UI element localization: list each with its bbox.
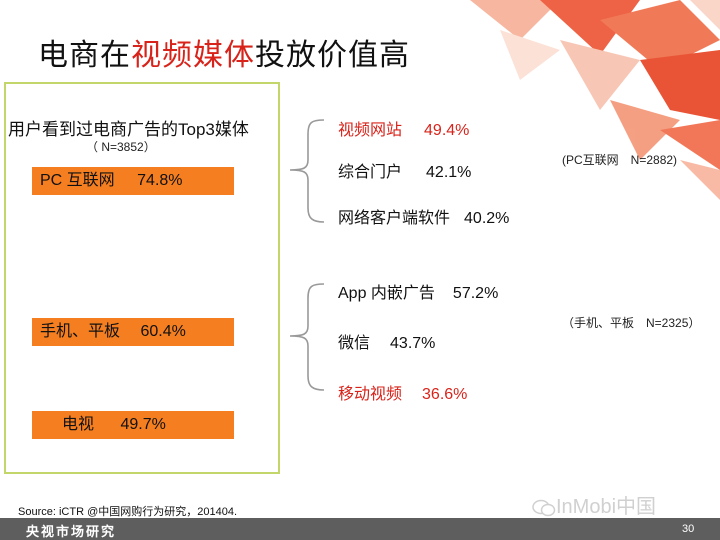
mobile-bracket [289,283,325,391]
bar-value: 74.8% [137,172,183,189]
mobile-sample-note: （手机、平板 N=2325） [562,316,701,330]
bar-value: 49.7% [120,416,166,433]
wechat-icon [532,499,556,516]
item-value: 43.7% [390,335,436,352]
bar-value: 60.4% [140,323,186,340]
mobile-item-app-ads: App 内嵌广告 57.2% [338,279,498,303]
item-label: 视频网站 [338,122,403,139]
title-suffix: 投放价值高 [255,39,410,72]
pc-item-client-software: 网络客户端软件 40.2% [338,204,509,228]
bar-label: 电视 [62,416,95,433]
bar-mobile-tablet: 手机、平板 60.4% [32,318,234,346]
item-label: 网络客户端软件 [338,210,451,227]
bar-label: PC 互联网 [40,172,115,189]
item-value: 57.2% [452,285,499,302]
pc-item-portals: 综合门户 42.1% [338,158,471,182]
item-label: App 内嵌广告 [338,285,435,302]
bar-tv: 电视 49.7% [32,411,234,439]
pc-sample-note: (PC互联网 N=2882) [562,153,678,167]
item-value: 36.6% [422,386,468,403]
page-title: 电商在视频媒体投放价值高 [38,30,410,74]
footer-org: 央视市场研究 [26,524,117,539]
item-value: 42.1% [426,164,472,181]
title-prefix: 电商在 [38,39,131,72]
watermark-text: InMobi中国 [556,496,657,518]
watermark: InMobi中国 [532,490,656,519]
left-panel-sample-size: （ N=3852） [86,140,156,154]
title-highlight: 视频媒体 [131,39,255,72]
item-label: 移动视频 [338,386,403,403]
page-number: 30 [682,523,695,535]
bar-pc-internet: PC 互联网 74.8% [32,167,234,195]
item-label: 微信 [338,335,371,352]
pc-item-video-sites: 视频网站 49.4% [338,116,469,140]
source-note: Source: iCTR @中国网购行为研究，201404. [18,506,238,518]
item-label: 综合门户 [338,164,403,181]
footer-bar [0,518,720,540]
left-panel-box [4,82,280,474]
bar-label: 手机、平板 [40,323,121,340]
item-value: 49.4% [424,122,470,139]
left-panel-subtitle: 用户看到过电商广告的Top3媒体 [8,120,249,139]
pc-bracket [289,119,325,223]
mobile-item-wechat: 微信 43.7% [338,329,435,353]
item-value: 40.2% [464,210,510,227]
mobile-item-mobile-video: 移动视频 36.6% [338,380,467,404]
